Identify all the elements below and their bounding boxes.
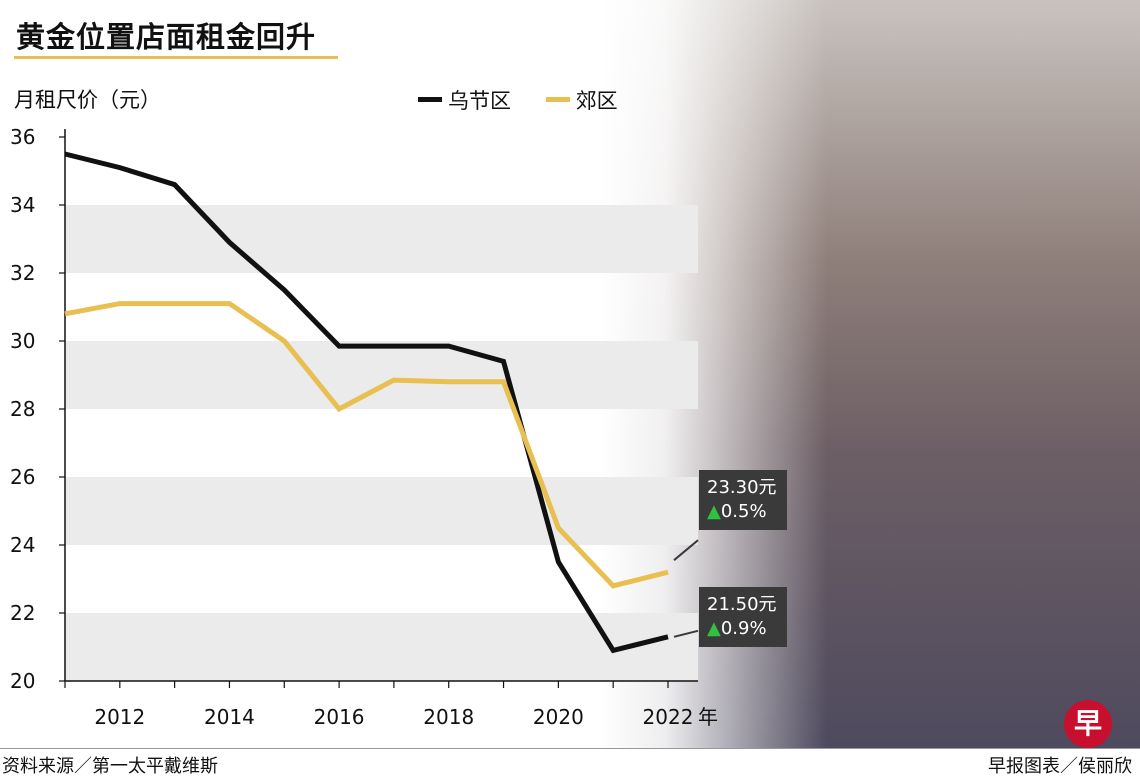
y-tick-label: 30 xyxy=(10,329,35,353)
y-tick-label: 34 xyxy=(10,193,35,217)
zaobao-logo-icon: 早 xyxy=(1064,700,1112,748)
y-tick-label: 22 xyxy=(10,601,35,625)
x-tick-label: 2014 xyxy=(204,705,255,729)
chart-title: 黄金位置店面租金回升 xyxy=(16,20,317,54)
series-line-suburban xyxy=(64,301,669,589)
legend-item-orchard: 乌节区 xyxy=(418,85,511,115)
y-tick-label: 32 xyxy=(10,261,35,285)
credit-note: 早报图表／侯丽欣 xyxy=(988,756,1132,777)
grid-band xyxy=(65,613,698,681)
legend-swatch-orchard xyxy=(418,97,442,102)
x-tick-label: 2020 xyxy=(533,705,584,729)
callout-suburban: 23.30元 ▲0.5% xyxy=(699,470,787,530)
legend-label-orchard: 乌节区 xyxy=(448,88,511,113)
callout-suburban-change: ▲0.5% xyxy=(707,500,779,524)
series-line-orchard xyxy=(64,151,669,654)
legend: 乌节区 郊区 xyxy=(418,83,646,115)
callout-orchard-value: 21.50元 xyxy=(707,594,777,615)
grid-band xyxy=(65,341,698,409)
callout-connectors xyxy=(673,539,699,638)
x-tick-label: 2022 xyxy=(643,705,694,729)
y-tick-label: 36 xyxy=(10,125,35,149)
x-axis-unit-label: 年 xyxy=(698,705,718,729)
x-tick-label: 2012 xyxy=(94,705,145,729)
grid-band xyxy=(65,477,698,545)
series-lines xyxy=(64,151,669,654)
up-arrow-icon: ▲ xyxy=(707,618,721,639)
y-tick-label: 26 xyxy=(10,465,35,489)
legend-item-suburban: 郊区 xyxy=(545,85,618,115)
callout-connector-orchard xyxy=(673,629,699,638)
y-tick-label: 24 xyxy=(10,533,35,557)
callout-orchard: 21.50元 ▲0.9% xyxy=(699,587,787,647)
x-tick-label: 2018 xyxy=(423,705,474,729)
title-underline xyxy=(14,56,338,59)
callout-suburban-value: 23.30元 xyxy=(707,477,777,498)
callout-suburban-change-text: 0.5% xyxy=(720,501,767,522)
source-note: 资料来源／第一太平戴维斯 xyxy=(2,756,218,777)
footer-bar xyxy=(0,748,1140,779)
legend-label-suburban: 郊区 xyxy=(575,88,618,113)
x-tick-label: 2016 xyxy=(314,705,365,729)
up-arrow-icon: ▲ xyxy=(707,501,721,522)
grid-band xyxy=(65,205,698,273)
callout-connector-suburban xyxy=(673,539,699,561)
callout-orchard-change-text: 0.9% xyxy=(720,618,767,639)
grid-bands xyxy=(65,205,698,681)
callout-orchard-change: ▲0.9% xyxy=(707,617,779,641)
y-axis-label: 月租尺价（元） xyxy=(14,88,161,112)
y-tick-label: 20 xyxy=(10,669,35,693)
legend-swatch-suburban xyxy=(545,97,570,102)
y-tick-label: 28 xyxy=(10,397,35,421)
